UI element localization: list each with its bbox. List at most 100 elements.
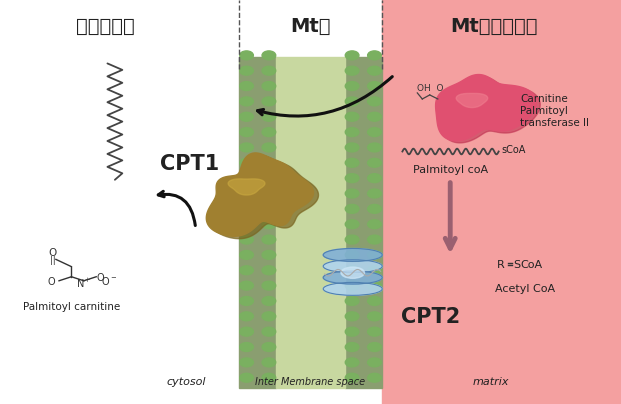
Bar xyxy=(382,0,621,404)
Circle shape xyxy=(262,174,276,183)
Circle shape xyxy=(240,250,253,259)
Circle shape xyxy=(240,51,253,60)
Circle shape xyxy=(345,128,359,137)
Bar xyxy=(0,0,239,404)
Circle shape xyxy=(240,204,253,213)
Polygon shape xyxy=(206,153,314,236)
Circle shape xyxy=(368,66,381,75)
Circle shape xyxy=(240,189,253,198)
Circle shape xyxy=(262,312,276,321)
Ellipse shape xyxy=(323,248,383,261)
Circle shape xyxy=(262,128,276,137)
Circle shape xyxy=(345,358,359,367)
Circle shape xyxy=(262,343,276,351)
Circle shape xyxy=(368,82,381,90)
Circle shape xyxy=(240,97,253,106)
Circle shape xyxy=(262,82,276,90)
Circle shape xyxy=(345,82,359,90)
Circle shape xyxy=(240,235,253,244)
Circle shape xyxy=(368,343,381,351)
Text: Carnitine: Carnitine xyxy=(520,94,568,104)
Circle shape xyxy=(368,266,381,275)
Text: S: S xyxy=(513,260,520,269)
Circle shape xyxy=(345,312,359,321)
Circle shape xyxy=(368,189,381,198)
Circle shape xyxy=(368,143,381,152)
Text: Mt膜: Mt膜 xyxy=(290,17,331,36)
Ellipse shape xyxy=(323,282,383,295)
Text: CoA: CoA xyxy=(520,260,543,269)
Circle shape xyxy=(345,97,359,106)
Text: CPT1: CPT1 xyxy=(160,154,219,174)
Circle shape xyxy=(368,281,381,290)
Circle shape xyxy=(345,327,359,336)
Circle shape xyxy=(240,327,253,336)
Text: Mtマトリクス: Mtマトリクス xyxy=(450,17,537,36)
Text: transferase II: transferase II xyxy=(520,118,589,128)
Circle shape xyxy=(345,281,359,290)
Circle shape xyxy=(240,281,253,290)
Polygon shape xyxy=(456,93,487,107)
Circle shape xyxy=(262,358,276,367)
Circle shape xyxy=(262,250,276,259)
Bar xyxy=(239,57,276,388)
Circle shape xyxy=(368,235,381,244)
Circle shape xyxy=(368,250,381,259)
Text: O: O xyxy=(47,277,55,287)
Circle shape xyxy=(345,189,359,198)
Circle shape xyxy=(240,373,253,382)
Circle shape xyxy=(368,112,381,121)
Circle shape xyxy=(262,189,276,198)
Text: cytosol: cytosol xyxy=(166,377,206,387)
Text: O$^-$: O$^-$ xyxy=(101,275,117,287)
Text: Inter Membrane space: Inter Membrane space xyxy=(255,377,366,387)
Circle shape xyxy=(262,204,276,213)
Polygon shape xyxy=(228,179,265,195)
Circle shape xyxy=(345,250,359,259)
Ellipse shape xyxy=(323,271,383,284)
Circle shape xyxy=(345,112,359,121)
Circle shape xyxy=(345,66,359,75)
Circle shape xyxy=(262,51,276,60)
Circle shape xyxy=(368,128,381,137)
Circle shape xyxy=(240,297,253,305)
Text: サイトソル: サイトソル xyxy=(76,17,135,36)
Circle shape xyxy=(345,143,359,152)
Circle shape xyxy=(368,327,381,336)
Circle shape xyxy=(240,143,253,152)
Circle shape xyxy=(240,158,253,167)
Circle shape xyxy=(240,220,253,229)
Circle shape xyxy=(345,220,359,229)
Text: Acetyl CoA: Acetyl CoA xyxy=(495,284,555,294)
Text: O: O xyxy=(48,248,57,257)
Text: Palmitoyl carnitine: Palmitoyl carnitine xyxy=(23,302,120,312)
Circle shape xyxy=(345,51,359,60)
Circle shape xyxy=(368,312,381,321)
Circle shape xyxy=(262,97,276,106)
Circle shape xyxy=(368,51,381,60)
Polygon shape xyxy=(435,75,537,141)
Circle shape xyxy=(368,373,381,382)
Circle shape xyxy=(262,373,276,382)
Text: CPT2: CPT2 xyxy=(401,307,460,327)
Text: Palmitoyl coA: Palmitoyl coA xyxy=(413,166,487,175)
Circle shape xyxy=(345,158,359,167)
Circle shape xyxy=(240,266,253,275)
Circle shape xyxy=(262,235,276,244)
Circle shape xyxy=(345,266,359,275)
Circle shape xyxy=(262,297,276,305)
Circle shape xyxy=(345,373,359,382)
Circle shape xyxy=(240,66,253,75)
Circle shape xyxy=(368,158,381,167)
Circle shape xyxy=(240,128,253,137)
Circle shape xyxy=(345,343,359,351)
Ellipse shape xyxy=(341,267,365,278)
Text: OH  O: OH O xyxy=(417,84,444,93)
Text: R: R xyxy=(497,260,504,269)
Bar xyxy=(276,57,345,388)
Circle shape xyxy=(345,297,359,305)
Polygon shape xyxy=(439,77,540,143)
Circle shape xyxy=(262,143,276,152)
Circle shape xyxy=(262,266,276,275)
Text: Palmitoyl: Palmitoyl xyxy=(520,106,568,116)
